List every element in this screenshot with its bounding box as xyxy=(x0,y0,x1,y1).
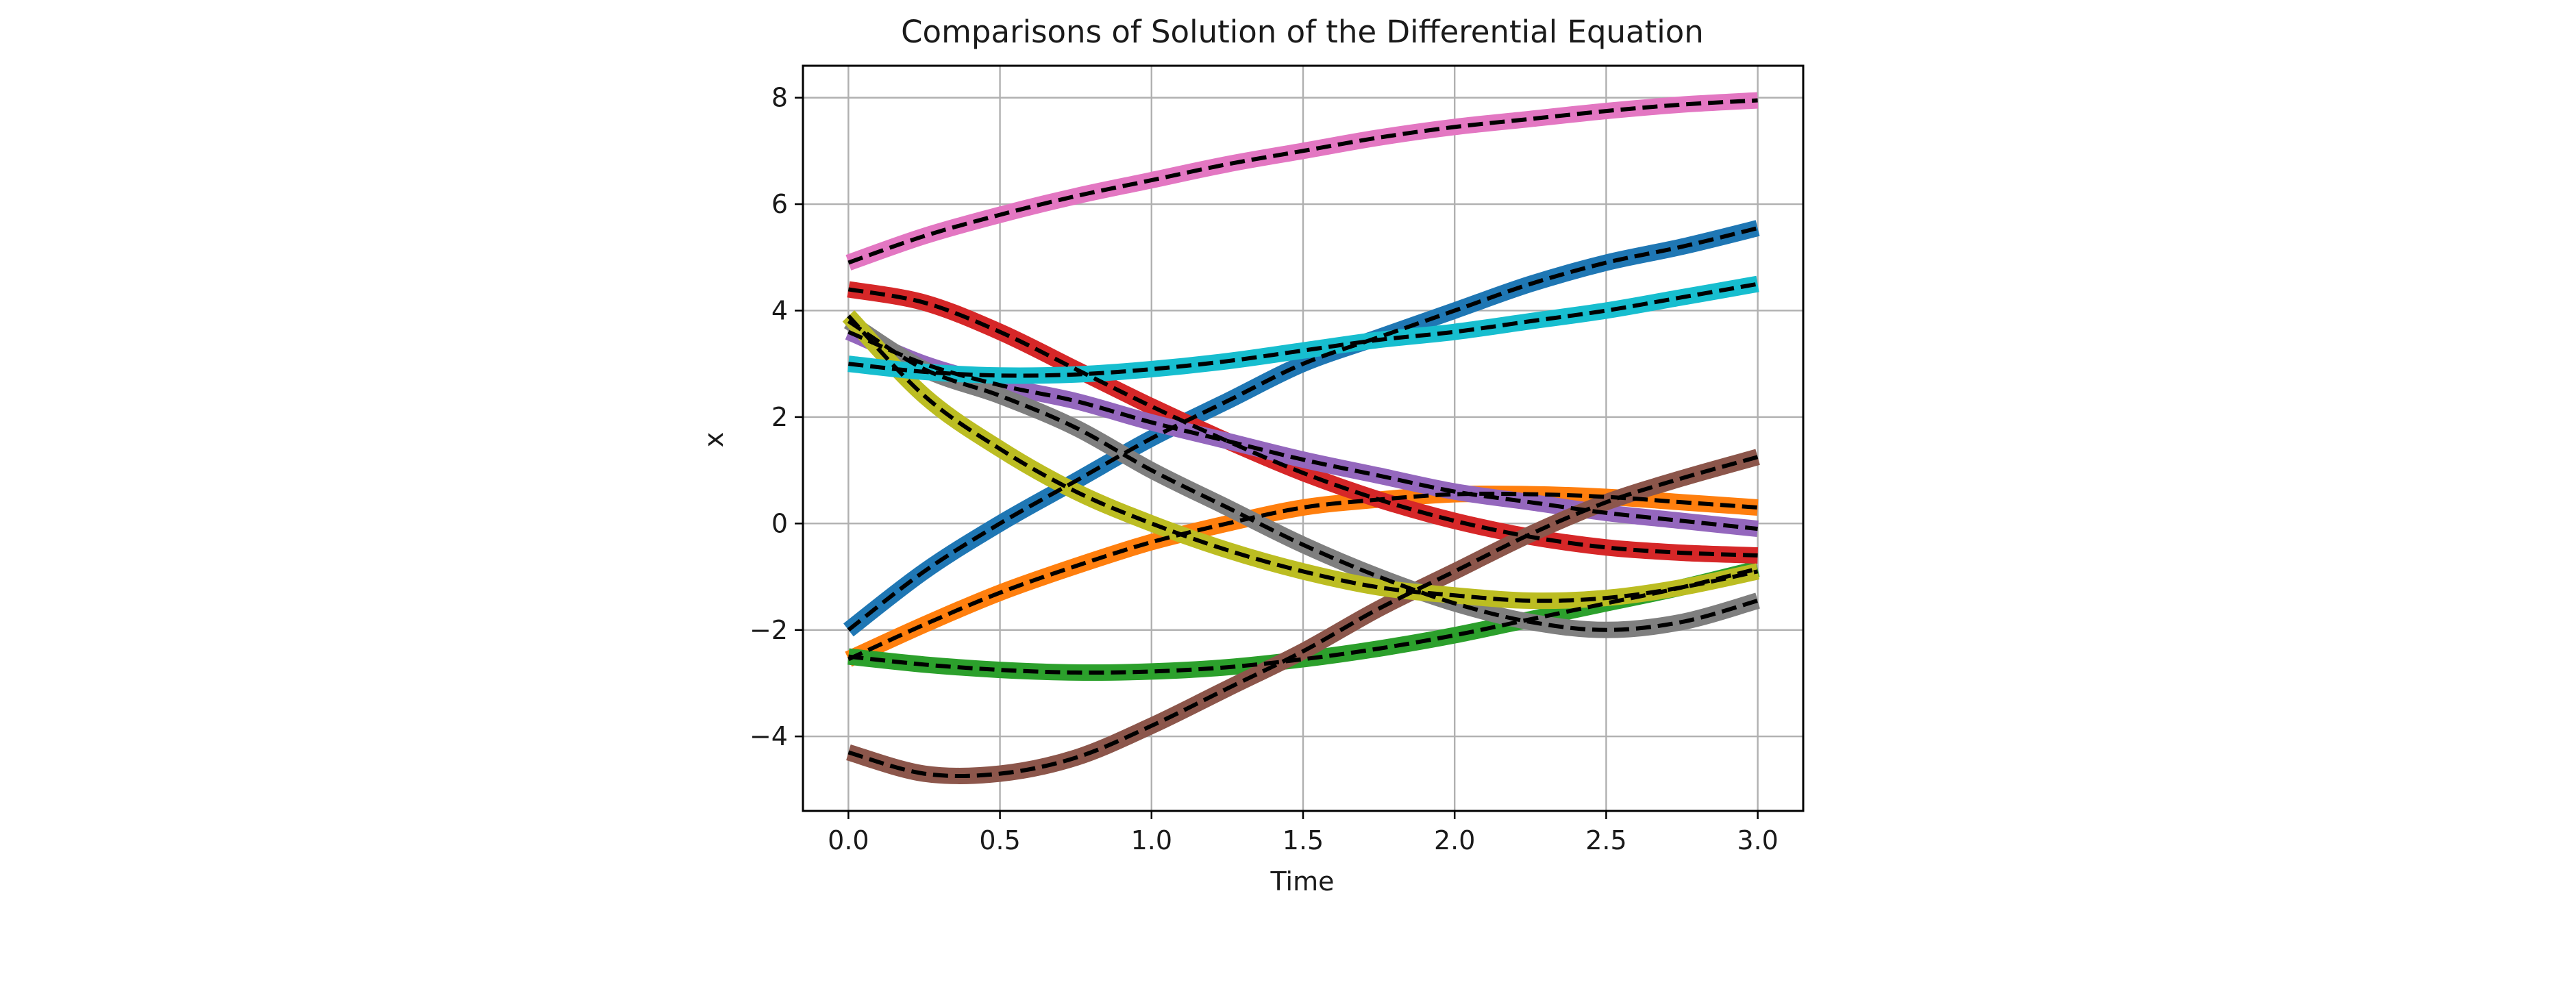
x-tick-label: 0.0 xyxy=(828,825,869,855)
x-tick-label: 2.0 xyxy=(1434,825,1475,855)
y-tick-label: 2 xyxy=(771,402,788,432)
x-tick-label: 2.5 xyxy=(1585,825,1626,855)
y-tick-label: −2 xyxy=(750,615,788,645)
series-dashed-overlay-9 xyxy=(847,314,1759,603)
x-tick-label: 1.5 xyxy=(1283,825,1324,855)
x-axis-label: Time xyxy=(1270,866,1335,897)
x-tick-label: 0.5 xyxy=(979,825,1020,855)
series-dashed-overlay-1 xyxy=(847,226,1759,632)
series-dashed-overlay-6 xyxy=(847,455,1759,779)
chart-title: Comparisons of Solution of the Different… xyxy=(901,14,1704,50)
x-tick-label: 3.0 xyxy=(1737,825,1778,855)
y-tick-label: 0 xyxy=(771,508,788,538)
y-axis-label: x xyxy=(699,432,729,448)
grid-layer xyxy=(803,66,1803,811)
y-tick-label: 8 xyxy=(771,83,788,113)
series-dashed-overlay-5 xyxy=(847,329,1758,531)
y-tick-label: 4 xyxy=(771,295,788,325)
axes-layer: 0.0 0.5 1.0 1.5 2.0 2.5 3.0 −4 −2 0 2 4 6 8 xyxy=(750,64,1805,855)
series-line-10 xyxy=(847,275,1759,384)
series-dashed-overlay-8 xyxy=(847,319,1759,632)
y-tick-label: −4 xyxy=(750,721,788,751)
series-dashed-overlay-4 xyxy=(847,287,1758,558)
series-layer xyxy=(842,92,1760,785)
y-tick-label: 6 xyxy=(771,189,788,219)
series-dashed-overlay-2 xyxy=(847,491,1758,662)
x-tick-label: 1.0 xyxy=(1131,825,1172,855)
series-dashed-overlay-7 xyxy=(847,98,1758,265)
